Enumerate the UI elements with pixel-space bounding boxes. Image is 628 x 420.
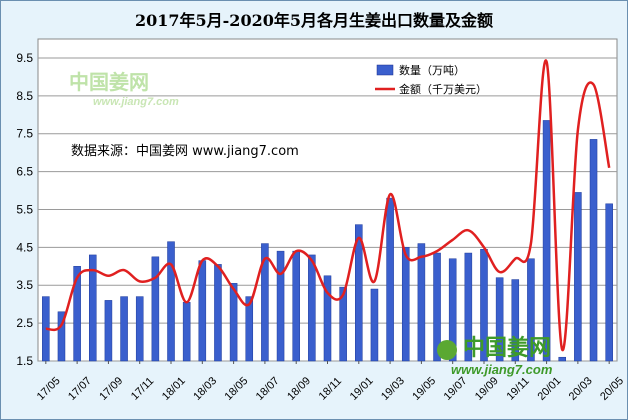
x-tick-label: 18/09 [285, 375, 313, 403]
bar [605, 203, 613, 362]
y-tick-label: 9.5 [16, 51, 33, 65]
bar [182, 302, 191, 362]
x-tick-label: 17/09 [97, 375, 125, 403]
bar [151, 256, 160, 362]
bar [57, 311, 66, 362]
bar [214, 264, 222, 362]
bar [401, 247, 410, 362]
line-series [45, 59, 611, 351]
watermark-bottom-logo-text: 中国姜网 [463, 335, 551, 361]
bar [120, 296, 128, 362]
bar [198, 260, 207, 362]
watermark-top: 中国姜网 www.jiang7.com [69, 70, 179, 108]
x-tick-label: 19/01 [348, 375, 376, 403]
y-axis: 1.5 2.5 3.5 4.5 5.5 6.5 7.5 8.5 9.5 [16, 51, 33, 368]
x-tick-label: 17/07 [66, 375, 94, 403]
x-tick-label: 19/03 [379, 375, 407, 403]
bar [542, 120, 551, 362]
y-tick-label: 3.5 [16, 278, 33, 292]
bar [558, 356, 567, 362]
bar [417, 243, 426, 362]
y-tick-label: 4.5 [16, 240, 33, 254]
x-tick-label: 18/07 [254, 375, 282, 403]
bar [135, 296, 144, 362]
watermark-top-logo-text: 中国姜网 [69, 70, 149, 94]
bar [495, 277, 504, 362]
bar [386, 197, 394, 362]
x-tick-label: 18/01 [160, 375, 188, 403]
bar [574, 192, 582, 362]
y-tick-label: 5.5 [16, 202, 33, 216]
x-tick-label: 20/03 [567, 375, 595, 403]
bar [292, 250, 300, 362]
bar-series [42, 120, 613, 362]
bar [88, 254, 97, 362]
bar [229, 283, 238, 362]
x-tick-label: 18/05 [223, 375, 251, 403]
x-tick-label: 20/01 [535, 375, 563, 403]
legend-swatch-bar [376, 64, 394, 76]
x-tick-label: 20/05 [598, 375, 626, 403]
y-tick-label: 2.5 [16, 316, 33, 330]
bar [339, 286, 347, 362]
bar [464, 252, 473, 362]
legend-label-line: 金额（千万美元） [399, 82, 487, 96]
bar [589, 139, 598, 362]
x-tick-label: 18/11 [317, 375, 344, 402]
x-tick-label: 17/05 [35, 375, 63, 403]
watermark-bottom: 中国姜网 www.jiang7.com [437, 335, 553, 377]
bar [276, 250, 285, 362]
legend-label-bar: 数量（万吨） [399, 64, 465, 77]
x-tick-label: 17/11 [129, 375, 156, 402]
bar [167, 241, 175, 362]
legend: 数量（万吨） 金额（千万美元） [375, 64, 487, 96]
bar [245, 296, 254, 362]
bar [370, 288, 379, 362]
y-tick-label: 8.5 [16, 89, 33, 103]
watermark-top-url: www.jiang7.com [93, 96, 179, 108]
x-tick-label: 19/07 [442, 375, 470, 403]
y-tick-label: 6.5 [16, 165, 33, 179]
bar [433, 252, 441, 362]
x-tick-label: 18/03 [191, 375, 219, 403]
ginger-logo-icon [437, 340, 457, 360]
bar [527, 258, 535, 362]
x-tick-label: 19/09 [473, 375, 501, 403]
bar [308, 254, 316, 362]
chart-title: 2017年5月-2020年5月各月生姜出口数量及金额 [135, 11, 493, 30]
series-line [45, 59, 611, 351]
x-tick-label: 19/05 [410, 375, 438, 403]
y-tick-label: 1.5 [16, 354, 33, 368]
source-annotation: 数据来源：中国姜网 www.jiang7.com [71, 144, 299, 159]
y-tick-label: 7.5 [16, 127, 33, 141]
x-tick-label: 19/11 [504, 375, 531, 402]
watermark-bottom-url: www.jiang7.com [451, 362, 553, 377]
bar [104, 300, 113, 362]
